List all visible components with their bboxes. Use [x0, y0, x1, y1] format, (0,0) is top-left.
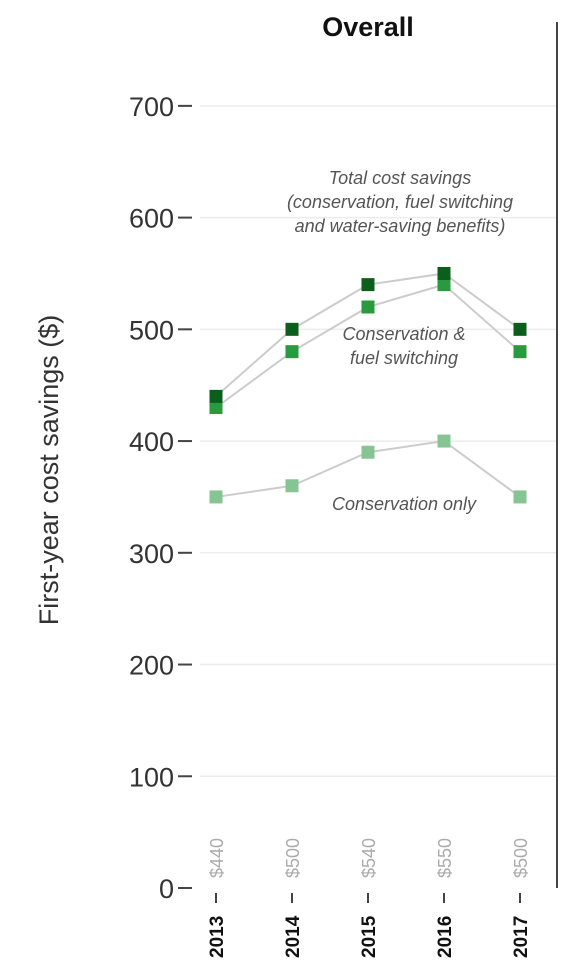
- data-label-2013: $440: [207, 838, 227, 878]
- point-total-2015: [361, 278, 375, 292]
- data-label-2016: $550: [435, 838, 455, 878]
- y-tick-label-100: 100: [129, 762, 174, 792]
- y-tick-label-700: 700: [129, 92, 174, 122]
- point-cons_fuel-2014: [285, 345, 299, 359]
- annotation-total-line-1: Total cost savings: [329, 168, 471, 188]
- annotation-conservation-fuel-line-2: fuel switching: [350, 348, 458, 368]
- y-tick-label-500: 500: [129, 315, 174, 345]
- point-cons_fuel-2015: [361, 300, 375, 314]
- point-total-2016: [437, 266, 451, 280]
- data-label-2015: $540: [359, 838, 379, 878]
- point-cons_fuel-2013: [209, 401, 223, 415]
- x-tick-label-2015: 2015: [359, 915, 380, 958]
- point-cons_fuel-2017: [513, 345, 527, 359]
- x-tick-label-2013: 2013: [207, 916, 228, 958]
- point-total-2013: [209, 389, 223, 403]
- annotation-conservation-fuel-line-1: Conservation &: [342, 324, 465, 344]
- chart-title: Overall: [322, 12, 414, 42]
- point-total-2014: [285, 322, 299, 336]
- x-tick-label-2017: 2017: [511, 916, 532, 958]
- y-tick-label-200: 200: [129, 651, 174, 681]
- point-cons_only-2013: [209, 490, 223, 504]
- y-tick-label-600: 600: [129, 204, 174, 234]
- point-cons_only-2014: [285, 479, 299, 493]
- y-axis-label: First-year cost savings ($): [34, 315, 64, 626]
- y-tick-label-400: 400: [129, 427, 174, 457]
- annotation-total-line-3: and water-saving benefits): [295, 216, 506, 236]
- point-cons_only-2016: [437, 434, 451, 448]
- x-tick-label-2016: 2016: [435, 916, 456, 958]
- annotation-total-line-2: (conservation, fuel switching: [287, 192, 513, 212]
- data-label-2014: $500: [283, 838, 303, 878]
- annotation-conservation-only: Conservation only: [332, 494, 477, 514]
- point-cons_only-2017: [513, 490, 527, 504]
- point-total-2017: [513, 322, 527, 336]
- y-tick-label-300: 300: [129, 539, 174, 569]
- point-cons_only-2015: [361, 445, 375, 459]
- data-label-2017: $500: [511, 838, 531, 878]
- y-tick-label-0: 0: [159, 874, 174, 904]
- point-cons_fuel-2016: [437, 278, 451, 292]
- x-tick-label-2014: 2014: [283, 915, 304, 958]
